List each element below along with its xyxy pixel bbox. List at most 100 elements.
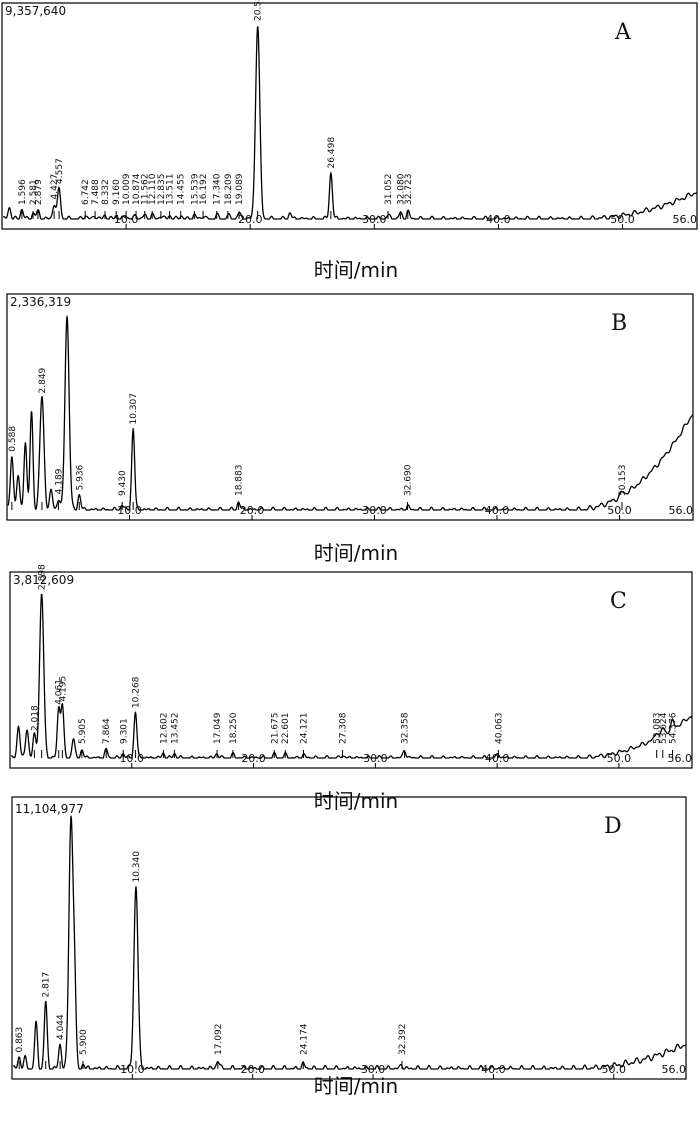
peak-label: 4.427 (50, 174, 60, 200)
peak-label: 2.817 (42, 972, 52, 998)
x-tick-label: 50.0 (602, 1063, 627, 1076)
x-axis-title: 时间/min (314, 789, 398, 813)
peak-label: 21.675 (270, 713, 280, 745)
x-axis-title: 时间/min (314, 1074, 398, 1098)
peak-label: 53.624 (659, 712, 669, 744)
peak-label: 4.189 (54, 468, 64, 494)
x-tick-label: 40.0 (485, 504, 510, 517)
x-tick-label: 20.0 (240, 1063, 265, 1076)
peak-label: 0.863 (15, 1027, 25, 1053)
panel-letter: A (614, 20, 632, 45)
x-tick-label: 30.0 (362, 213, 387, 226)
peak-label: 32.392 (398, 1024, 408, 1056)
peak-label: 10.009 (122, 173, 132, 205)
x-tick-label: 50.0 (607, 504, 632, 517)
max-intensity-label: 3,812,609 (13, 573, 74, 587)
peak-label: 2.018 (30, 705, 40, 731)
peak-label: 31.052 (384, 174, 394, 206)
peak-label: 5.905 (78, 718, 88, 744)
max-intensity-label: 11,104,977 (15, 802, 84, 816)
peak-label: 19.089 (235, 173, 245, 205)
peak-label: 11.562 (141, 174, 151, 206)
peak-label: 9.430 (118, 470, 128, 496)
peak-label: 18.250 (229, 712, 239, 744)
x-tick-label: 56.0 (662, 1063, 687, 1076)
peak-label: 14.455 (177, 174, 187, 206)
x-tick-label: 10.0 (117, 504, 142, 517)
peak-label: 50.153 (618, 465, 628, 497)
x-tick-label: 50.0 (610, 213, 635, 226)
peak-label: 18.209 (224, 173, 234, 205)
peak-label: 17.049 (213, 712, 223, 744)
x-tick-label: 40.0 (481, 1063, 506, 1076)
signal-trace (12, 815, 687, 1070)
peak-label: 4.061 (55, 679, 65, 705)
peak-label: 10.307 (129, 393, 139, 425)
peak-label: 6.742 (81, 179, 91, 205)
x-tick-label: 10.0 (120, 752, 145, 765)
peak-label: 2.898 (38, 564, 48, 590)
x-tick-label: 20.0 (241, 752, 266, 765)
x-tick-label: 30.0 (363, 752, 388, 765)
peak-label: 10.874 (132, 173, 142, 205)
peak-label: 7.864 (102, 718, 112, 744)
x-tick-label: 40.0 (485, 752, 510, 765)
peak-label: 16.192 (199, 174, 209, 206)
peak-label: 8.332 (101, 179, 111, 205)
peak-label: 4.195 (58, 676, 68, 702)
peak-label: 53.083 (653, 713, 663, 745)
plot-frame (6, 293, 694, 521)
x-tick-label: 40.0 (486, 213, 511, 226)
x-tick-label: 20.0 (238, 213, 263, 226)
panel-letter: B (611, 311, 627, 336)
peak-label: 5.936 (75, 464, 85, 490)
peak-label: 17.092 (214, 1024, 224, 1056)
peak-label: 22.601 (281, 713, 291, 745)
signal-trace (7, 315, 694, 511)
x-tick-label: 56.0 (669, 504, 694, 517)
max-intensity-label: 9,357,640 (5, 4, 66, 18)
chromatogram-panel-d: 10.0 20.0 30.0 40.0 50.0 56.0 0.863 2.817 4.044 5… (11, 796, 687, 1098)
peak-label: 32.723 (404, 174, 414, 206)
chromatogram-panel-b: 10.0 20.0 30.0 40.0 50.0 56.0 0.588 2.849 4.189 5… (6, 293, 694, 565)
peak-label: 26.498 (327, 137, 337, 169)
peak-label: 9.160 (112, 179, 122, 205)
x-tick-label: 20.0 (240, 504, 265, 517)
peak-label: 24.174 (299, 1023, 309, 1055)
x-axis-title: 时间/min (314, 541, 398, 565)
x-tick-label: 56.0 (673, 213, 698, 226)
x-axis-title: 时间/min (314, 258, 398, 282)
peak-label: 0.588 (8, 426, 18, 452)
x-tick-label: 50.0 (607, 752, 632, 765)
peak-label: 4.557 (55, 158, 65, 184)
peak-label: 13.452 (170, 713, 180, 745)
peak-label: 2.849 (38, 367, 48, 393)
panel-letter: D (604, 814, 622, 839)
peak-label: 15.539 (190, 173, 200, 205)
peak-label: 2.581 (29, 179, 39, 205)
peak-label: 2.879 (34, 179, 44, 205)
x-tick-label: 10.0 (114, 213, 139, 226)
peak-label: 9.301 (119, 718, 129, 744)
peak-label: 7.488 (91, 179, 101, 205)
panel-letter: C (610, 589, 627, 614)
x-tick-label: 10.0 (120, 1063, 145, 1076)
signal-trace (10, 593, 693, 759)
peak-label: 32.690 (404, 464, 414, 496)
peak-label: 27.308 (338, 712, 348, 744)
peak-label: 10.340 (132, 851, 142, 883)
x-tick-label: 30.0 (361, 1063, 386, 1076)
peak-label: 54.376 (669, 712, 679, 744)
x-tick-label: 56.0 (668, 752, 693, 765)
x-tick-label: 30.0 (362, 504, 387, 517)
max-intensity-label: 2,336,319 (10, 295, 71, 309)
peak-label: 12.835 (157, 174, 167, 206)
peak-label: 20.587 (254, 0, 264, 21)
peak-label: 32.080 (396, 173, 406, 205)
peak-label: 12.110 (148, 173, 158, 205)
peak-label: 4.044 (56, 1014, 66, 1040)
peak-label: 24.121 (300, 713, 310, 745)
peak-label: 5.900 (79, 1029, 89, 1055)
